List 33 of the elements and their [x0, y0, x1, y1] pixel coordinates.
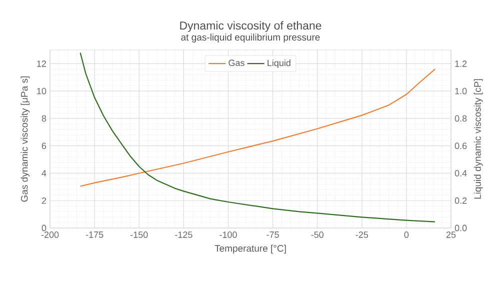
x-tick-label: -25: [356, 232, 368, 238]
y2-tick-label: 0.6: [454, 142, 467, 150]
y-tick-label: 12: [37, 60, 46, 67]
x-tick-label: -100: [220, 232, 237, 238]
line-series: [80, 52, 436, 222]
chart-subtitle: at gas-liquid equilibrium pressure: [181, 34, 320, 42]
x-tick-label: 0: [404, 232, 409, 238]
legend-label: Liquid: [268, 60, 290, 68]
x-tick-label: -50: [311, 232, 324, 238]
y2-tick-label: 1.0: [455, 88, 467, 94]
x-tick-label: -150: [130, 232, 148, 238]
y2-tick-label: 1.2: [455, 60, 467, 67]
chart-title: Dynamic viscosity of ethane: [180, 21, 322, 32]
y2-tick-label: 0.2: [454, 197, 467, 204]
y2-tick-label: 0.4: [454, 170, 467, 176]
x-tick-label: -125: [175, 232, 192, 238]
y-tick-label: 4: [42, 170, 46, 176]
x-tick-label: 25: [446, 232, 456, 238]
y-axis-title: Gas dynamic viscosity [μPa s]: [20, 76, 30, 202]
legend-label: Gas: [228, 60, 244, 66]
y-tick-label: 10: [37, 88, 46, 94]
y2-axis-title: Liquid dynamic viscosity [cP]: [474, 79, 483, 199]
y-tick-label: 8: [42, 115, 46, 122]
y2-tick-label: 0.8: [454, 115, 467, 122]
line-series: [80, 68, 436, 187]
y-tick-label: 0: [42, 224, 46, 232]
y2-tick-label: 0.0: [454, 224, 467, 232]
y-tick-label: 6: [42, 142, 46, 150]
x-axis-title: Temperature [°C]: [214, 244, 286, 254]
x-tick-label: -175: [86, 232, 104, 238]
x-tick-label: -75: [266, 232, 279, 238]
x-tick-label: -200: [41, 232, 59, 238]
y-tick-label: 2: [42, 197, 46, 204]
